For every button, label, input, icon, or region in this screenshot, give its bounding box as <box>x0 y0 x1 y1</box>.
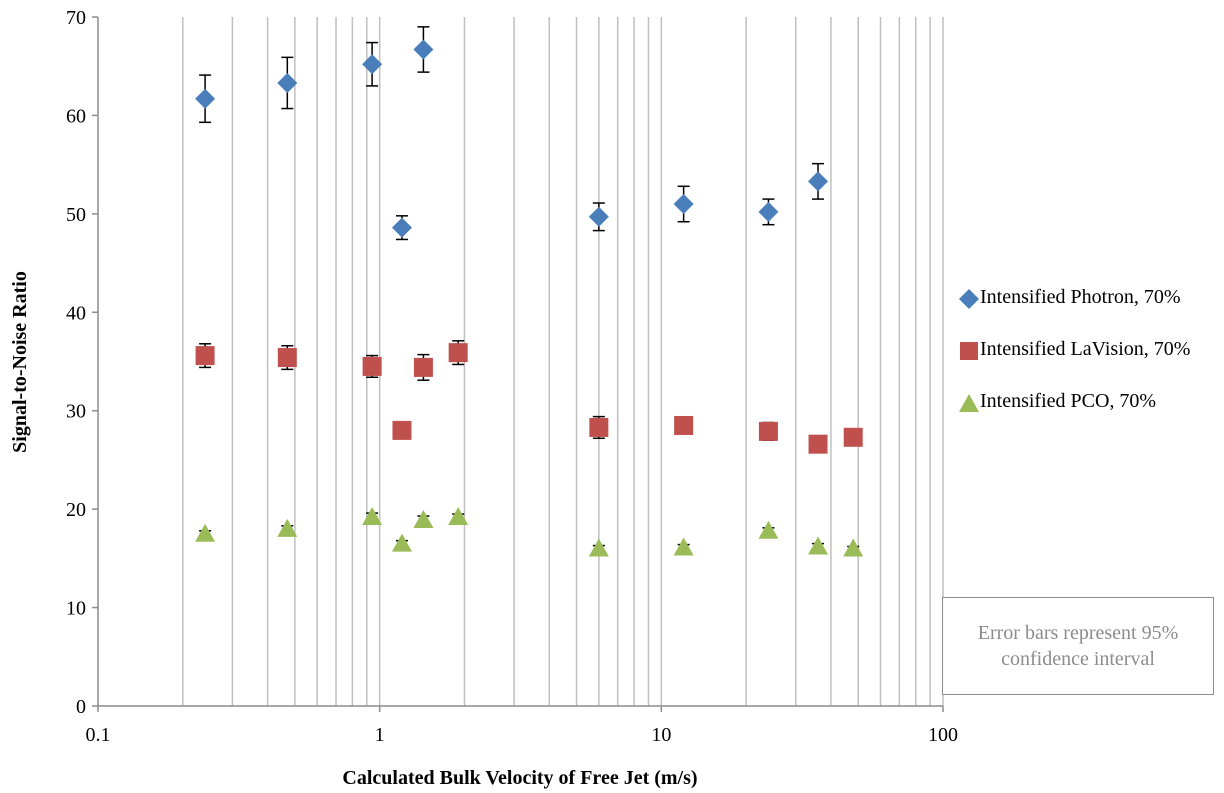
data-point-square <box>448 343 468 363</box>
square-marker-icon <box>960 342 978 360</box>
x-tick-label: 10 <box>651 724 671 746</box>
x-tick-label: 100 <box>928 724 958 746</box>
data-point-diamond <box>277 72 298 93</box>
legend-label: Intensified PCO, 70% <box>980 390 1157 412</box>
data-point-diamond <box>362 54 383 75</box>
data-point-triangle <box>413 509 434 528</box>
data-point-triangle <box>843 538 864 557</box>
data-point-triangle <box>808 536 829 555</box>
data-point-square <box>843 427 863 447</box>
diamond-marker-icon <box>959 289 979 309</box>
data-point-diamond <box>673 194 694 215</box>
y-tick-label: 0 <box>76 696 86 718</box>
data-point-triangle <box>362 507 383 526</box>
error-bar-note: Error bars represent 95% confidence inte… <box>942 597 1214 695</box>
data-point-square <box>195 346 215 366</box>
data-point-diamond <box>391 217 412 238</box>
legend-item-pco: Intensified PCO, 70% <box>958 388 1218 418</box>
data-point-square <box>674 415 694 435</box>
y-tick-label: 40 <box>66 302 86 324</box>
y-tick-label: 30 <box>66 401 86 423</box>
legend-item-photron: Intensified Photron, 70% <box>958 284 1218 314</box>
data-point-diamond <box>195 88 216 109</box>
data-point-diamond <box>758 201 779 222</box>
y-tick-label: 50 <box>66 204 86 226</box>
data-point-square <box>589 417 609 437</box>
y-axis-title: Signal-to-Noise Ratio <box>9 271 31 453</box>
data-point-triangle <box>673 537 694 556</box>
data-point-triangle <box>277 518 298 537</box>
data-markers <box>195 39 864 557</box>
x-tick-label: 1 <box>375 724 385 746</box>
data-point-square <box>362 356 382 376</box>
data-point-square <box>277 348 297 368</box>
triangle-marker-icon <box>959 394 979 412</box>
y-tick-label: 20 <box>66 499 86 521</box>
data-point-triangle <box>195 523 216 542</box>
data-point-square <box>758 421 778 441</box>
error-bar-note-text: Error bars represent 95% confidence inte… <box>977 622 1179 670</box>
legend-item-lavision: Intensified LaVision, 70% <box>958 336 1218 366</box>
legend-label: Intensified LaVision, 70% <box>980 338 1191 360</box>
data-point-diamond <box>413 39 434 60</box>
x-tick-label: 0.1 <box>86 724 111 746</box>
y-tick-label: 60 <box>66 105 86 127</box>
data-point-triangle <box>588 538 609 557</box>
tick-labels: 0 10 20 30 40 50 60 70 0.1 1 10 100 <box>66 7 958 746</box>
data-point-triangle <box>391 533 412 552</box>
legend: Intensified Photron, 70% Intensified LaV… <box>958 284 1218 440</box>
data-point-diamond <box>808 171 829 192</box>
y-tick-label: 10 <box>66 598 86 620</box>
x-axis-title: Calculated Bulk Velocity of Free Jet (m/… <box>342 767 697 789</box>
axes <box>92 16 944 712</box>
error-bars <box>199 26 860 553</box>
y-tick-label: 70 <box>66 7 86 29</box>
data-point-triangle <box>758 520 779 539</box>
data-point-diamond <box>588 206 609 227</box>
data-point-square <box>392 420 412 440</box>
legend-label: Intensified Photron, 70% <box>980 286 1181 308</box>
data-point-triangle <box>448 507 469 526</box>
data-point-square <box>808 434 828 454</box>
data-point-square <box>413 357 433 377</box>
gridlines <box>182 17 944 706</box>
